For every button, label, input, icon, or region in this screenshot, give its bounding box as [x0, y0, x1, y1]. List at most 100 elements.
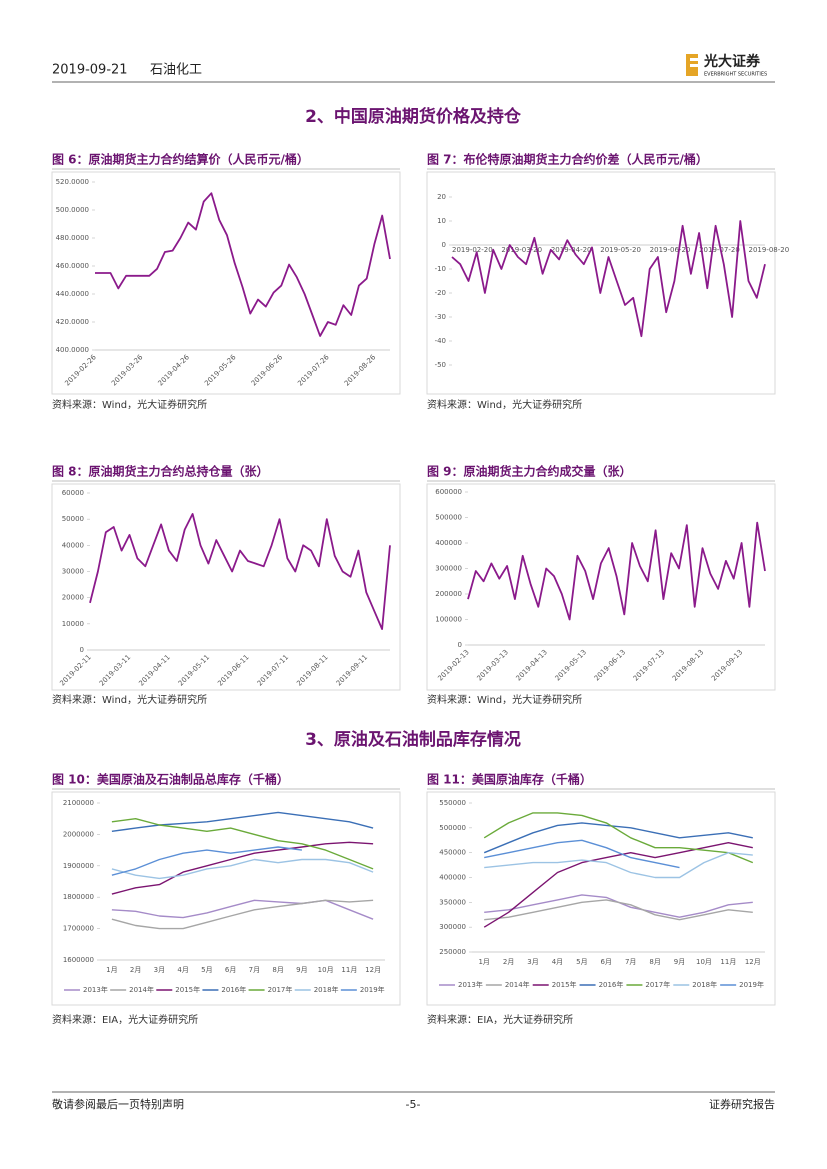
chart-panel	[426, 483, 776, 691]
series-line	[483, 842, 753, 928]
y-tick-label: 2100000	[63, 799, 94, 807]
legend-label: 2013年	[83, 985, 108, 994]
x-tick-label: 8月	[649, 958, 660, 966]
y-tick-label: 480.0000	[56, 234, 89, 242]
chart-panel	[51, 791, 401, 1006]
legend-label: 2018年	[692, 980, 717, 989]
logo-icon-stripe	[690, 58, 698, 61]
y-tick-label: -50	[435, 361, 446, 369]
y-tick-label: 30000	[62, 568, 84, 576]
report-sector: 石油化工	[150, 63, 202, 78]
x-tick-label: 2019-07-11	[256, 653, 290, 687]
x-tick-label: 2019-07-13	[632, 648, 666, 682]
figure-source: 资料来源：EIA，光大证券研究所	[52, 1013, 198, 1026]
x-tick-label: 12月	[365, 966, 381, 974]
page-number: -5-	[406, 1098, 421, 1111]
series-line	[111, 899, 374, 920]
y-tick-label: 1900000	[63, 862, 94, 870]
x-tick-label: 8月	[272, 966, 283, 974]
series-line	[111, 899, 374, 930]
y-tick-label: 500000	[435, 514, 462, 522]
series-line	[111, 858, 374, 880]
y-tick-label: 200000	[435, 590, 462, 598]
figure-title: 图 6：原油期货主力合约结算价（人民币元/桶）	[52, 152, 309, 167]
x-tick-label: 4月	[552, 958, 563, 966]
x-tick-label: 5月	[201, 966, 212, 974]
x-tick-label: 2019-02-11	[58, 653, 92, 687]
y-tick-label: 600000	[435, 488, 462, 496]
x-tick-label: 12月	[745, 958, 761, 966]
x-tick-label: 2019-05-26	[203, 353, 238, 388]
y-tick-label: 550000	[439, 799, 466, 807]
x-tick-label: 2019-04-20	[551, 246, 592, 254]
legend-label: 2014年	[505, 980, 530, 989]
y-tick-label: 50000	[62, 515, 84, 523]
x-tick-label: 2019-05-13	[554, 648, 588, 682]
legend-label: 2019年	[739, 980, 764, 989]
logo-text-en: EVERBRIGHT SECURITIES	[704, 72, 767, 78]
x-tick-label: 1月	[478, 958, 489, 966]
y-tick-label: 10000	[62, 620, 84, 628]
x-tick-label: 2019-04-26	[157, 353, 192, 388]
y-tick-label: 420.0000	[56, 318, 89, 326]
x-tick-label: 6月	[601, 958, 612, 966]
x-tick-label: 2019-06-11	[216, 653, 250, 687]
x-tick-label: 5月	[576, 958, 587, 966]
y-tick-label: 60000	[62, 489, 84, 497]
y-tick-label: 300000	[435, 565, 462, 573]
legend-label: 2017年	[268, 985, 293, 994]
figure-source: 资料来源：Wind，光大证券研究所	[52, 693, 207, 706]
legend-label: 2015年	[175, 985, 200, 994]
legend-label: 2014年	[129, 985, 154, 994]
x-tick-label: 2019-08-26	[343, 353, 378, 388]
x-tick-label: 11月	[341, 966, 357, 974]
figure-source: 资料来源：EIA，光大证券研究所	[427, 1013, 573, 1026]
x-tick-label: 9月	[674, 958, 685, 966]
series-line	[451, 220, 766, 338]
x-tick-label: 2019-03-13	[475, 648, 509, 682]
y-tick-label: 2000000	[63, 830, 94, 838]
series-line	[483, 812, 754, 864]
y-tick-label: 450000	[439, 849, 466, 857]
x-tick-label: 3月	[154, 966, 165, 974]
y-tick-label: 520.0000	[56, 178, 89, 186]
x-tick-label: 2019-05-11	[177, 653, 211, 687]
y-tick-label: 40000	[62, 541, 84, 549]
series-line	[95, 192, 391, 337]
footer-label: 证券研究报告	[709, 1097, 775, 1111]
x-tick-label: 9月	[296, 966, 307, 974]
figure-title: 图 9：原油期货主力合约成交量（张）	[427, 464, 632, 479]
x-tick-label: 2019-04-13	[515, 648, 549, 682]
x-tick-label: 10月	[318, 966, 334, 974]
y-tick-label: 1700000	[63, 925, 94, 933]
logo-text: 光大证券	[703, 53, 761, 70]
x-tick-label: 2019-07-26	[296, 353, 331, 388]
x-tick-label: 7月	[625, 958, 636, 966]
legend-label: 2016年	[599, 980, 624, 989]
y-tick-label: 10	[437, 217, 446, 225]
x-tick-label: 2019-07-20	[699, 246, 740, 254]
series-line	[111, 846, 302, 876]
logo-icon-stripe	[690, 64, 698, 67]
figure-title: 图 7：布伦特原油期货主力合约价差（人民币元/桶）	[427, 152, 708, 167]
x-tick-label: 2019-03-20	[501, 246, 542, 254]
x-tick-label: 2019-02-20	[452, 246, 493, 254]
figure-title: 图 8：原油期货主力合约总持仓量（张）	[52, 464, 269, 479]
legend-label: 2019年	[360, 985, 385, 994]
y-tick-label: 350000	[439, 898, 466, 906]
chart-panel	[426, 171, 776, 395]
x-tick-label: 3月	[527, 958, 538, 966]
y-tick-label: 440.0000	[56, 290, 89, 298]
report-date: 2019-09-21	[52, 63, 128, 78]
x-tick-label: 10月	[696, 958, 712, 966]
y-tick-label: 20	[437, 193, 446, 201]
series-line	[483, 822, 753, 854]
section-title: 2、中国原油期货价格及持仓	[305, 106, 522, 127]
y-tick-label: 250000	[439, 948, 466, 956]
series-line	[484, 899, 753, 921]
series-line	[484, 839, 680, 869]
y-tick-label: 100000	[435, 616, 462, 624]
y-tick-label: -20	[435, 289, 446, 297]
x-tick-label: 2019-02-13	[436, 648, 470, 682]
y-tick-label: 460.0000	[56, 262, 89, 270]
